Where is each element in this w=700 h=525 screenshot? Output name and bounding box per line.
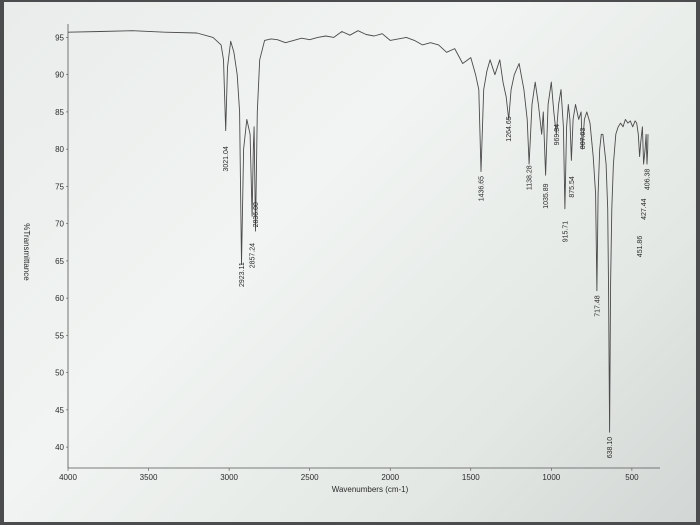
y-tick-labels: 95 90 85 80 75 70 65 60 55 50 45 40 [55, 33, 68, 452]
peak-label: 969.34 [554, 124, 561, 146]
peak-label: 1035.89 [543, 183, 550, 208]
y-tick-label: 55 [55, 331, 64, 340]
y-tick-label: 70 [55, 220, 64, 229]
x-tick-label: 1000 [542, 473, 560, 482]
peak-label: 451.86 [637, 236, 644, 258]
y-tick-label: 50 [55, 369, 64, 378]
x-tick-label: 4000 [59, 473, 77, 482]
peak-label: 1138.28 [527, 165, 534, 190]
y-tick-label: 90 [55, 71, 64, 80]
x-tick-label: 2000 [381, 473, 399, 482]
y-tick-label: 80 [55, 145, 64, 154]
peak-labels: 3021.04 2923.11 2857.24 2836.00 1436.65 1264.… [223, 116, 651, 458]
peak-label: 638.10 [607, 437, 614, 459]
y-axis-label: %Transmittance [22, 223, 31, 281]
y-tick-label: 45 [55, 406, 64, 415]
peak-label: 427.44 [641, 198, 648, 220]
y-tick-label: 65 [55, 257, 64, 266]
y-tick-label: 75 [55, 182, 64, 191]
x-tick-labels: 4000 3500 3000 2500 2000 1500 1000 500 [59, 468, 639, 482]
peak-label: 875.54 [569, 176, 576, 198]
peak-label: 915.71 [562, 221, 569, 243]
peak-label: 1436.65 [479, 176, 486, 201]
spectrum-line [67, 30, 649, 433]
plot-frame [67, 24, 660, 469]
peak-label: 2923.11 [239, 262, 246, 287]
x-tick-label: 1500 [462, 473, 480, 482]
x-tick-label: 3000 [220, 473, 238, 482]
peak-label: 807.63 [580, 128, 587, 150]
x-axis-label: Wavenumbers (cm-1) [332, 485, 409, 494]
y-tick-label: 95 [55, 33, 64, 42]
peak-label: 2836.00 [253, 202, 260, 227]
peak-label: 1264.65 [506, 116, 513, 141]
peak-label: 406.38 [645, 169, 652, 191]
peak-label: 717.48 [594, 295, 601, 317]
y-tick-label: 60 [55, 294, 64, 303]
x-tick-label: 500 [625, 473, 639, 482]
x-tick-label: 2500 [301, 473, 319, 482]
peak-label: 3021.04 [223, 146, 230, 171]
y-tick-label: 40 [55, 443, 64, 452]
x-tick-label: 3500 [140, 473, 158, 482]
y-tick-label: 85 [55, 108, 64, 117]
peak-label: 2857.24 [250, 243, 257, 268]
spectrum-series [67, 30, 649, 433]
paper-sheet [4, 2, 696, 522]
